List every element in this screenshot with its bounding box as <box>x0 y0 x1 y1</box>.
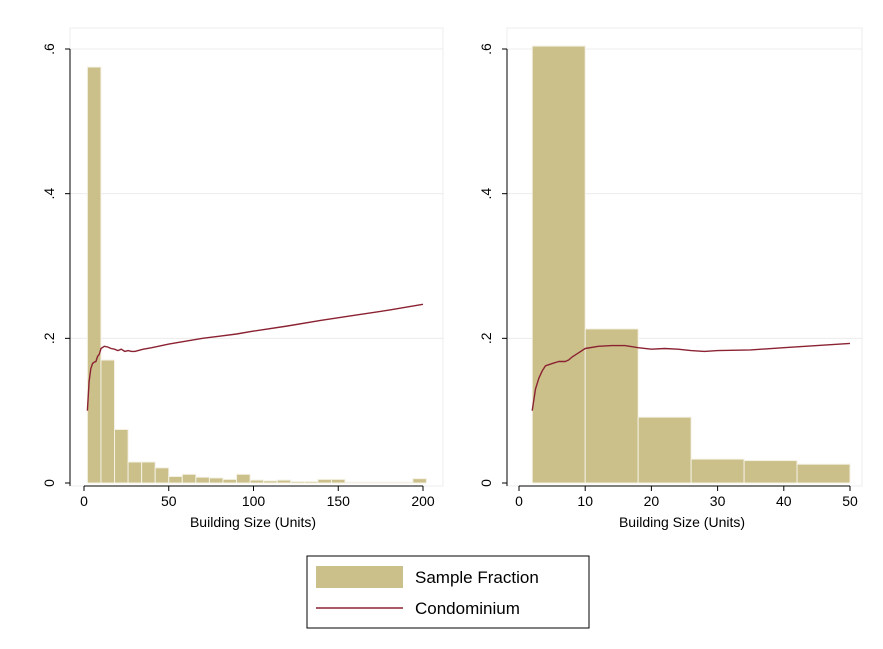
right-axes <box>506 49 850 487</box>
right-chart-panel: 0 .2 .4 .6 0 10 20 30 40 50 Building Size (Units) <box>478 27 863 530</box>
right-bar-2 <box>637 416 692 484</box>
legend-label-condominium: Condominium <box>415 599 520 618</box>
left-bar-0 <box>86 66 102 484</box>
right-x-tick-label-4: 40 <box>776 493 792 509</box>
left-bar-3 <box>127 461 143 484</box>
right-y-tick-label-2: .4 <box>478 188 494 200</box>
left-x-axis-title: Building Size (Units) <box>190 514 316 530</box>
right-x-tick-label-5: 50 <box>842 493 858 509</box>
left-bar-2 <box>114 428 129 484</box>
left-bar-8 <box>195 476 210 484</box>
left-x-tick-label-2: 100 <box>242 493 266 509</box>
left-bar-14 <box>276 479 292 484</box>
left-bar-7 <box>181 473 197 484</box>
right-condominium-line-0 <box>531 342 851 411</box>
right-x-tick-label-1: 10 <box>577 493 593 509</box>
right-bar-5 <box>796 463 851 484</box>
left-bar-22 <box>385 481 400 484</box>
left-bar-18 <box>330 478 346 484</box>
left-bar-6 <box>168 475 183 484</box>
right-bar-0 <box>531 45 586 484</box>
left-bar-21 <box>371 481 387 484</box>
left-y-tick-label-2: .4 <box>41 188 57 200</box>
left-bar-1 <box>100 359 116 484</box>
left-gridlines <box>70 48 443 339</box>
left-tick-labels: 0 .2 .4 .6 0 50 100 150 200 <box>41 43 435 509</box>
left-bar-9 <box>208 477 224 484</box>
left-bar-5 <box>154 467 170 484</box>
left-bar-17 <box>317 478 332 484</box>
left-bar-13 <box>263 480 278 484</box>
left-bar-10 <box>222 478 238 484</box>
left-condominium-line-group <box>86 303 424 411</box>
sample-fraction-swatch <box>316 566 403 588</box>
left-bar-12 <box>249 479 265 484</box>
right-bar-3 <box>690 458 745 484</box>
right-condominium-line-group <box>531 342 851 411</box>
right-bar-1 <box>584 328 639 484</box>
left-histogram-bars <box>86 66 427 484</box>
left-x-tick-label-0: 0 <box>80 493 88 509</box>
left-bar-23 <box>398 481 414 484</box>
right-x-tick-label-2: 20 <box>644 493 660 509</box>
right-x-tick-label-0: 0 <box>515 493 523 509</box>
left-bar-11 <box>236 473 251 484</box>
right-y-tick-label-3: .6 <box>478 43 494 55</box>
right-tick-labels: 0 .2 .4 .6 0 10 20 30 40 50 <box>478 43 858 509</box>
right-x-axis-title: Building Size (Units) <box>619 514 745 530</box>
left-bar-15 <box>290 481 305 484</box>
left-chart-panel: 0 .2 .4 .6 0 50 100 150 200 Building Size (Units… <box>41 27 444 530</box>
right-bar-4 <box>743 460 798 484</box>
left-y-tick-label-3: .6 <box>41 43 57 55</box>
left-condominium-line-0 <box>86 303 424 411</box>
left-x-tick-label-1: 50 <box>161 493 177 509</box>
left-y-tick-label-1: .2 <box>41 332 57 344</box>
left-bar-4 <box>141 461 156 484</box>
legend: Sample Fraction Condominium <box>306 555 590 629</box>
right-y-tick-label-0: 0 <box>478 479 494 487</box>
left-x-tick-label-4: 200 <box>411 493 435 509</box>
right-y-tick-label-1: .2 <box>478 332 494 344</box>
left-bar-20 <box>358 481 373 484</box>
right-histogram-bars <box>531 45 851 484</box>
left-bar-24 <box>412 478 427 484</box>
right-x-tick-label-3: 30 <box>710 493 726 509</box>
left-x-tick-label-3: 150 <box>327 493 351 509</box>
left-bar-19 <box>344 481 360 484</box>
legend-label-sample-fraction: Sample Fraction <box>415 568 539 587</box>
left-y-tick-label-0: 0 <box>41 479 57 487</box>
left-bar-16 <box>303 481 319 484</box>
